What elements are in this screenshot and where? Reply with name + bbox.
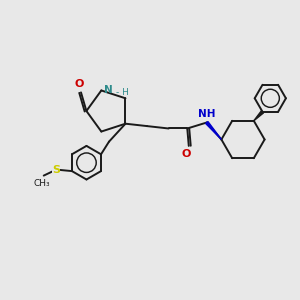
Text: O: O — [75, 80, 84, 89]
Text: S: S — [52, 165, 60, 175]
Polygon shape — [254, 111, 264, 121]
Polygon shape — [206, 122, 221, 140]
Text: NH: NH — [198, 109, 215, 119]
Text: N: N — [104, 85, 113, 94]
Text: - H: - H — [116, 88, 129, 98]
Text: O: O — [182, 149, 191, 159]
Text: CH₃: CH₃ — [34, 179, 50, 188]
